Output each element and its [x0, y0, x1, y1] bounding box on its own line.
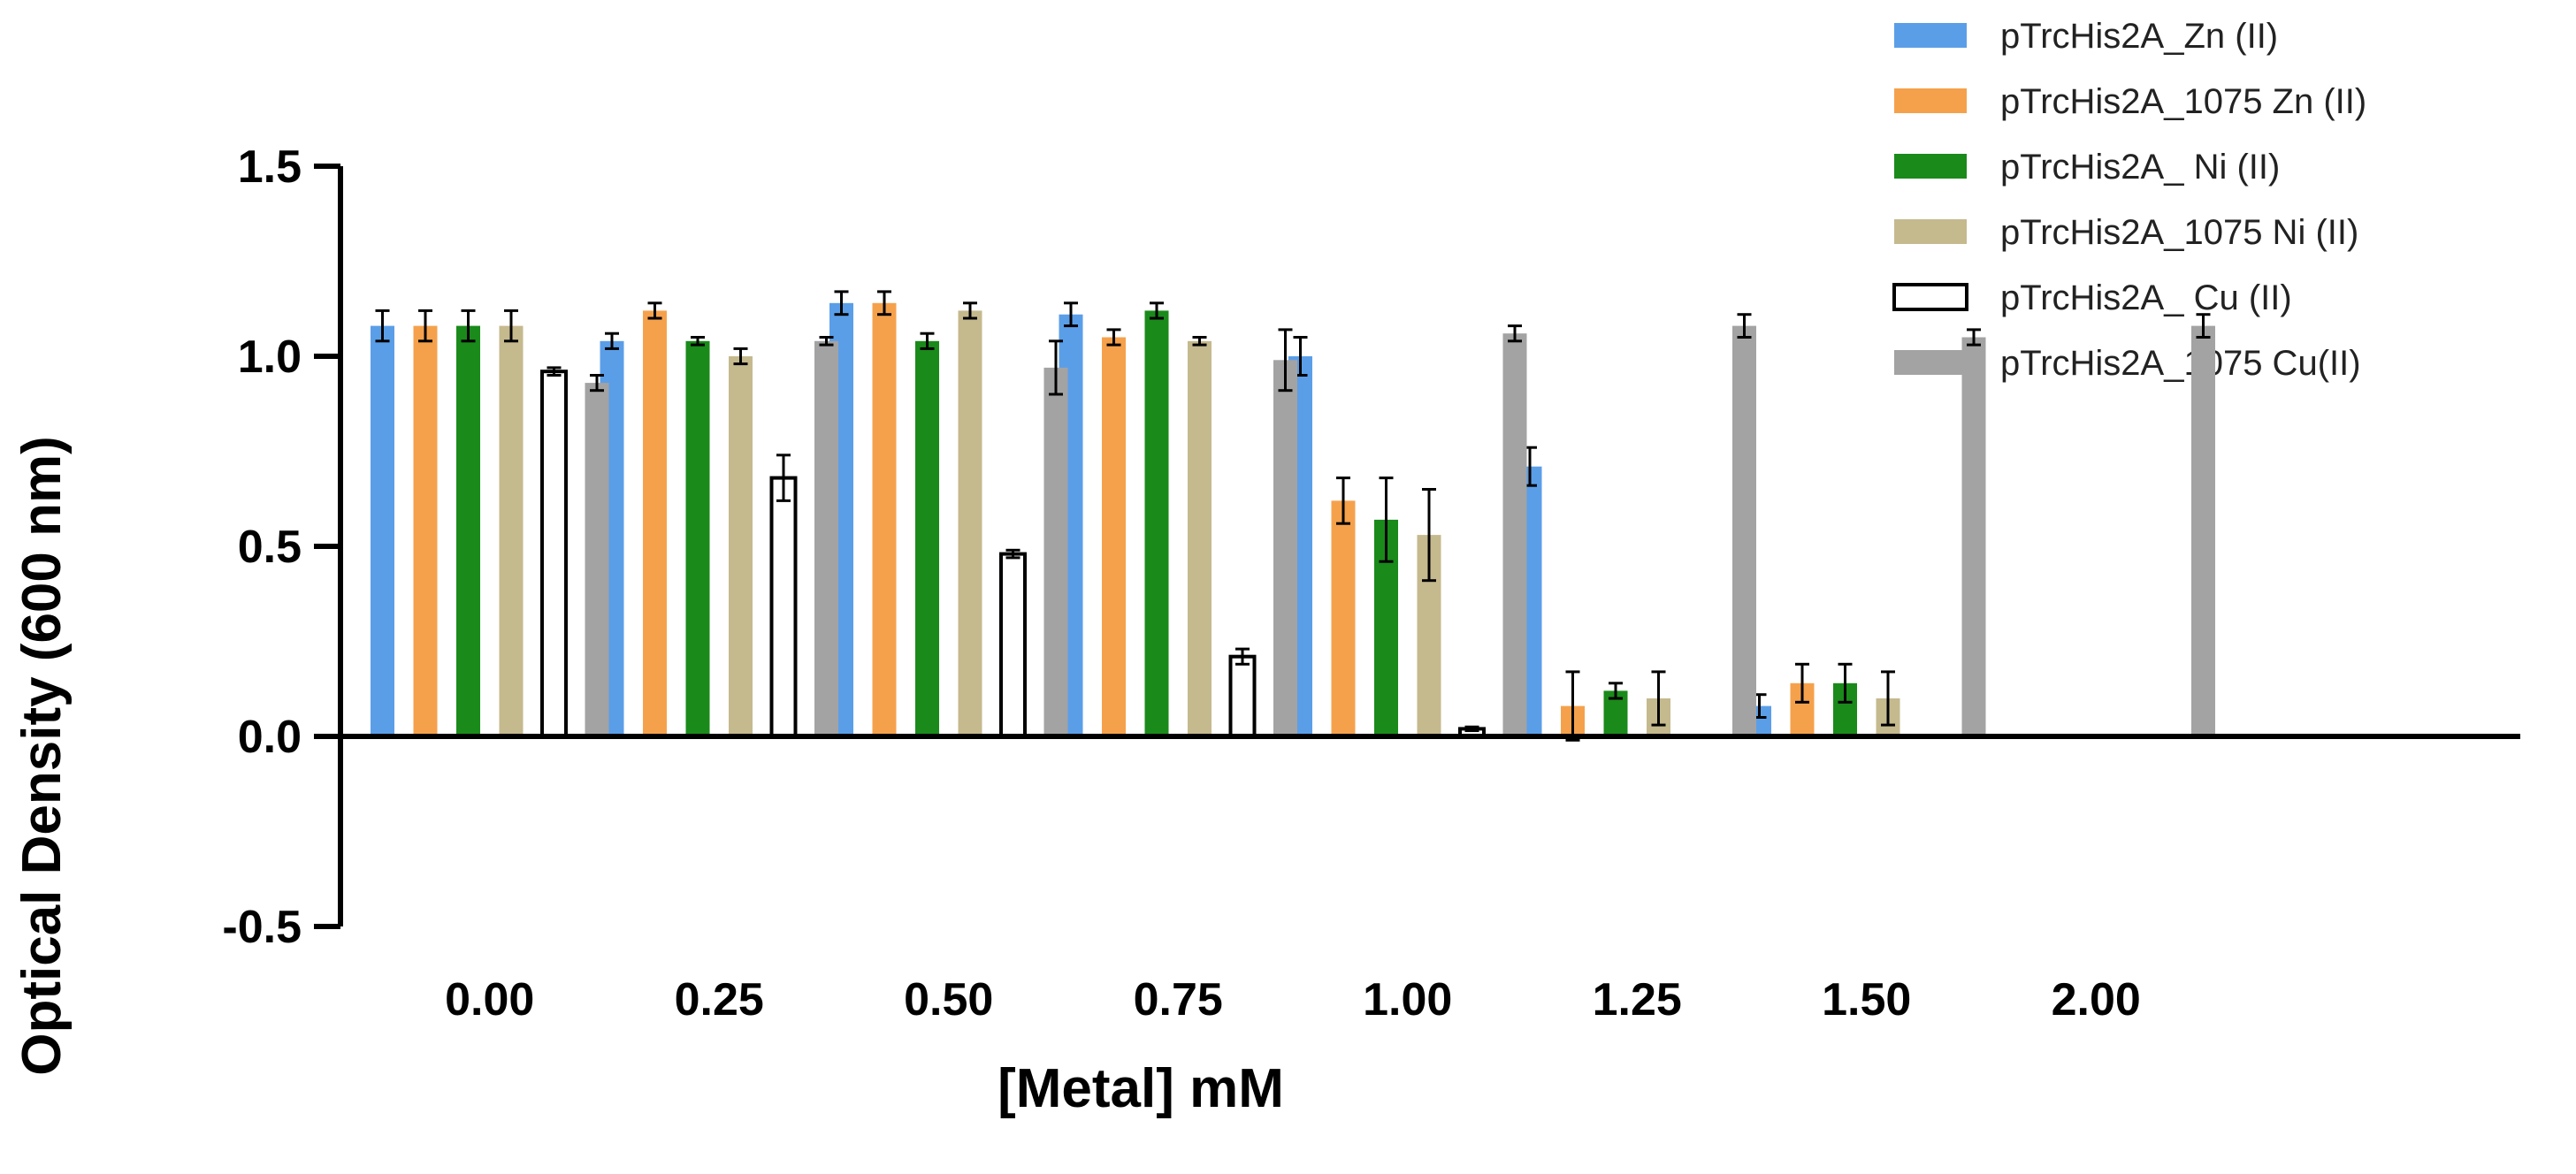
- bar: [1188, 340, 1212, 736]
- y-axis: -0.5 0.0 0.5 1.0 1.5: [222, 141, 343, 953]
- y-tick-label: 0.5: [238, 522, 302, 573]
- legend-label: pTrcHis2A_ Cu (II): [2000, 278, 2292, 317]
- bar: [958, 310, 982, 736]
- legend-swatch: [1894, 219, 1967, 244]
- bar: [1228, 654, 1257, 739]
- x-axis-title: [Metal] mM: [998, 1058, 1284, 1119]
- bar: [1961, 337, 1986, 736]
- legend-label: pTrcHis2A_ Ni (II): [2000, 148, 2280, 187]
- legend-swatch: [1892, 283, 1968, 311]
- x-tick-label: 0.25: [675, 974, 764, 1025]
- y-tick-label: 0.0: [238, 712, 302, 763]
- legend-swatch: [1894, 350, 1967, 375]
- y-tick-label: 1.0: [238, 332, 302, 383]
- chart-legend: pTrcHis2A_Zn (II) pTrcHis2A_1075 Zn (II) p…: [1892, 17, 2366, 383]
- bar: [1102, 337, 1126, 736]
- bar: [2191, 325, 2215, 736]
- bar: [872, 302, 897, 736]
- x-tick-label: 0.50: [904, 974, 993, 1025]
- bar-group: [371, 290, 2215, 742]
- bar: [729, 356, 753, 736]
- legend-swatch: [1894, 23, 1967, 48]
- bar: [1732, 325, 1756, 736]
- legend-label: pTrcHis2A_1075 Cu(II): [2000, 344, 2361, 383]
- bar: [1144, 310, 1169, 736]
- x-tick-label: 1.50: [1822, 974, 1911, 1025]
- bar: [456, 325, 480, 736]
- x-axis: 0.00 0.25 0.50 0.75 1.00 1.25 1.50 2.00: [340, 734, 2520, 1025]
- bar: [1273, 360, 1297, 736]
- bar: [643, 310, 667, 736]
- y-tick-label: -0.5: [222, 902, 302, 953]
- legend-label: pTrcHis2A_1075 Ni (II): [2000, 213, 2358, 252]
- legend-swatch: [1894, 88, 1967, 113]
- x-tick-label: 0.00: [445, 974, 534, 1025]
- y-tick-label: 1.5: [238, 141, 302, 193]
- bar: [499, 325, 524, 736]
- bar: [371, 325, 394, 736]
- bar: [769, 476, 798, 738]
- bar: [540, 370, 568, 738]
- bar: [915, 340, 939, 736]
- bar: [999, 552, 1027, 738]
- bar: [685, 340, 710, 736]
- bar: [1502, 333, 1527, 736]
- y-axis-title: Optical Density (600 nm): [11, 436, 73, 1076]
- x-tick-label: 0.75: [1134, 974, 1223, 1025]
- x-tick-label: 2.00: [2052, 974, 2141, 1025]
- x-tick-label: 1.25: [1593, 974, 1682, 1025]
- bar: [413, 325, 438, 736]
- bar: [585, 383, 609, 736]
- bar: [814, 340, 838, 736]
- bar: [1331, 500, 1356, 736]
- legend-label: pTrcHis2A_Zn (II): [2000, 17, 2278, 56]
- legend-swatch: [1894, 154, 1967, 179]
- bar: [1043, 367, 1068, 736]
- x-tick-label: 1.00: [1363, 974, 1452, 1025]
- legend-label: pTrcHis2A_1075 Zn (II): [2000, 82, 2366, 121]
